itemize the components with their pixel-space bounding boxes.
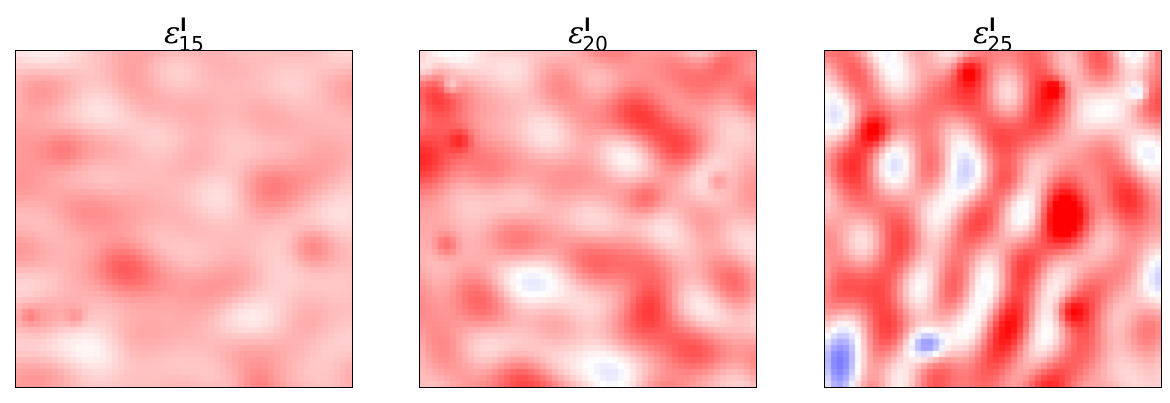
panel-1: εl15 [15, 0, 353, 403]
panel-1-field-heatmap [15, 50, 353, 388]
panel-3: εl25 [824, 0, 1162, 403]
panel-2: εl20 [419, 0, 757, 403]
panel-3-symbol: ε [973, 16, 990, 51]
panel-1-superscript: l [180, 15, 187, 36]
panel-1-symbol: ε [164, 16, 181, 51]
panel-2-field-heatmap [419, 50, 757, 388]
panel-3-superscript: l [989, 15, 996, 36]
panel-3-field-heatmap [824, 50, 1162, 388]
panel-2-superscript: l [584, 15, 591, 36]
panel-2-symbol: ε [568, 16, 585, 51]
panel-1-title: εl15 [15, 8, 353, 62]
